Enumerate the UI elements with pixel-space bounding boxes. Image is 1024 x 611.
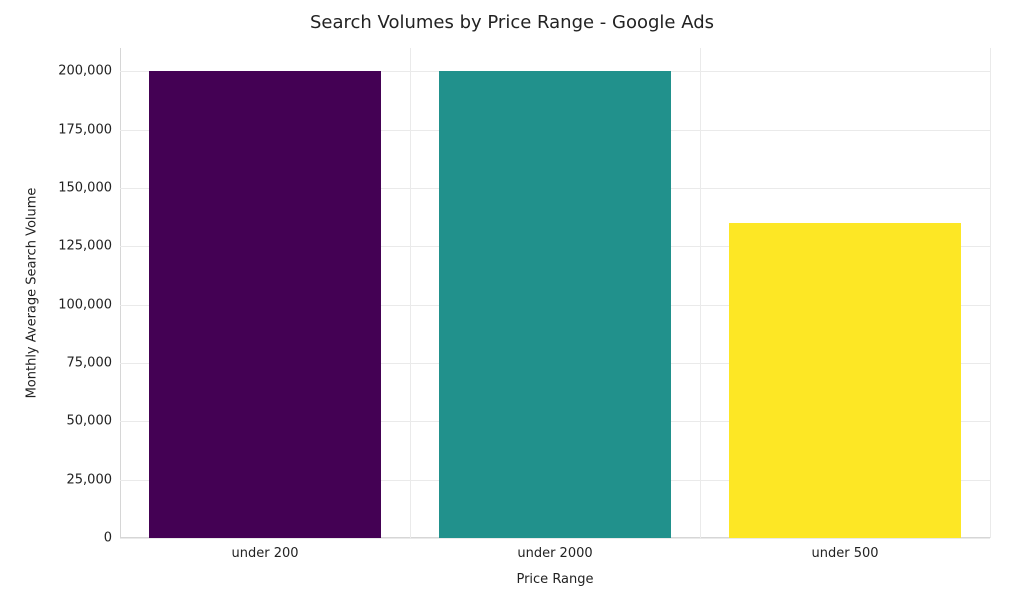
bar [149, 71, 381, 538]
chart-title: Search Volumes by Price Range - Google A… [0, 12, 1024, 33]
x-tick-label: under 2000 [517, 538, 592, 561]
gridline-vertical [410, 48, 411, 538]
y-axis-label: Monthly Average Search Volume [25, 188, 40, 399]
chart-container: Search Volumes by Price Range - Google A… [0, 0, 1024, 611]
y-tick-label: 175,000 [58, 122, 120, 137]
y-tick-label: 75,000 [67, 356, 121, 371]
y-tick-label: 200,000 [58, 64, 120, 79]
plot-area: Price Range 025,00050,00075,000100,00012… [120, 48, 990, 538]
axis-spine-left [120, 48, 121, 538]
x-tick-label: under 200 [231, 538, 298, 561]
bar [439, 71, 671, 538]
gridline-vertical [990, 48, 991, 538]
y-tick-label: 25,000 [67, 472, 121, 487]
bar [729, 223, 961, 538]
y-tick-label: 0 [104, 531, 120, 546]
x-axis-label: Price Range [516, 572, 593, 587]
y-tick-label: 125,000 [58, 239, 120, 254]
gridline-vertical [700, 48, 701, 538]
x-tick-label: under 500 [811, 538, 878, 561]
y-tick-label: 50,000 [67, 414, 121, 429]
y-tick-label: 100,000 [58, 297, 120, 312]
y-tick-label: 150,000 [58, 181, 120, 196]
